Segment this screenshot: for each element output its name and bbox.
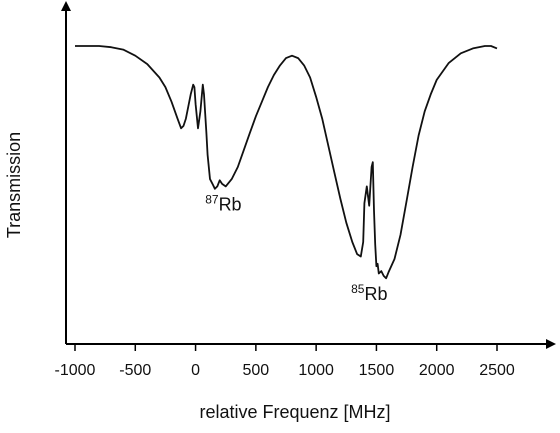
x-tick-label: -500 [119,362,151,379]
y-axis-label: Transmission [4,132,24,238]
x-tick-label: 1500 [359,362,395,379]
series-group [75,45,498,280]
transmission-series-line [75,45,498,280]
x-tick-label: 1000 [298,362,334,379]
isotope-annotation: 87Rb [205,193,241,215]
x-tick-label: 0 [191,362,200,379]
x-ticks: -1000 -500 0 500 1000 1500 2000 2500 [55,344,515,379]
x-tick-label: -1000 [55,362,96,379]
x-tick-label: 2000 [419,362,455,379]
axes [61,1,556,349]
x-tick-label: 2500 [479,362,515,379]
isotope-annotation: 85Rb [351,282,387,304]
x-tick-label: 500 [243,362,270,379]
annotations: 87Rb 85Rb [205,193,387,305]
x-axis-label: relative Frequenz [MHz] [199,402,390,422]
